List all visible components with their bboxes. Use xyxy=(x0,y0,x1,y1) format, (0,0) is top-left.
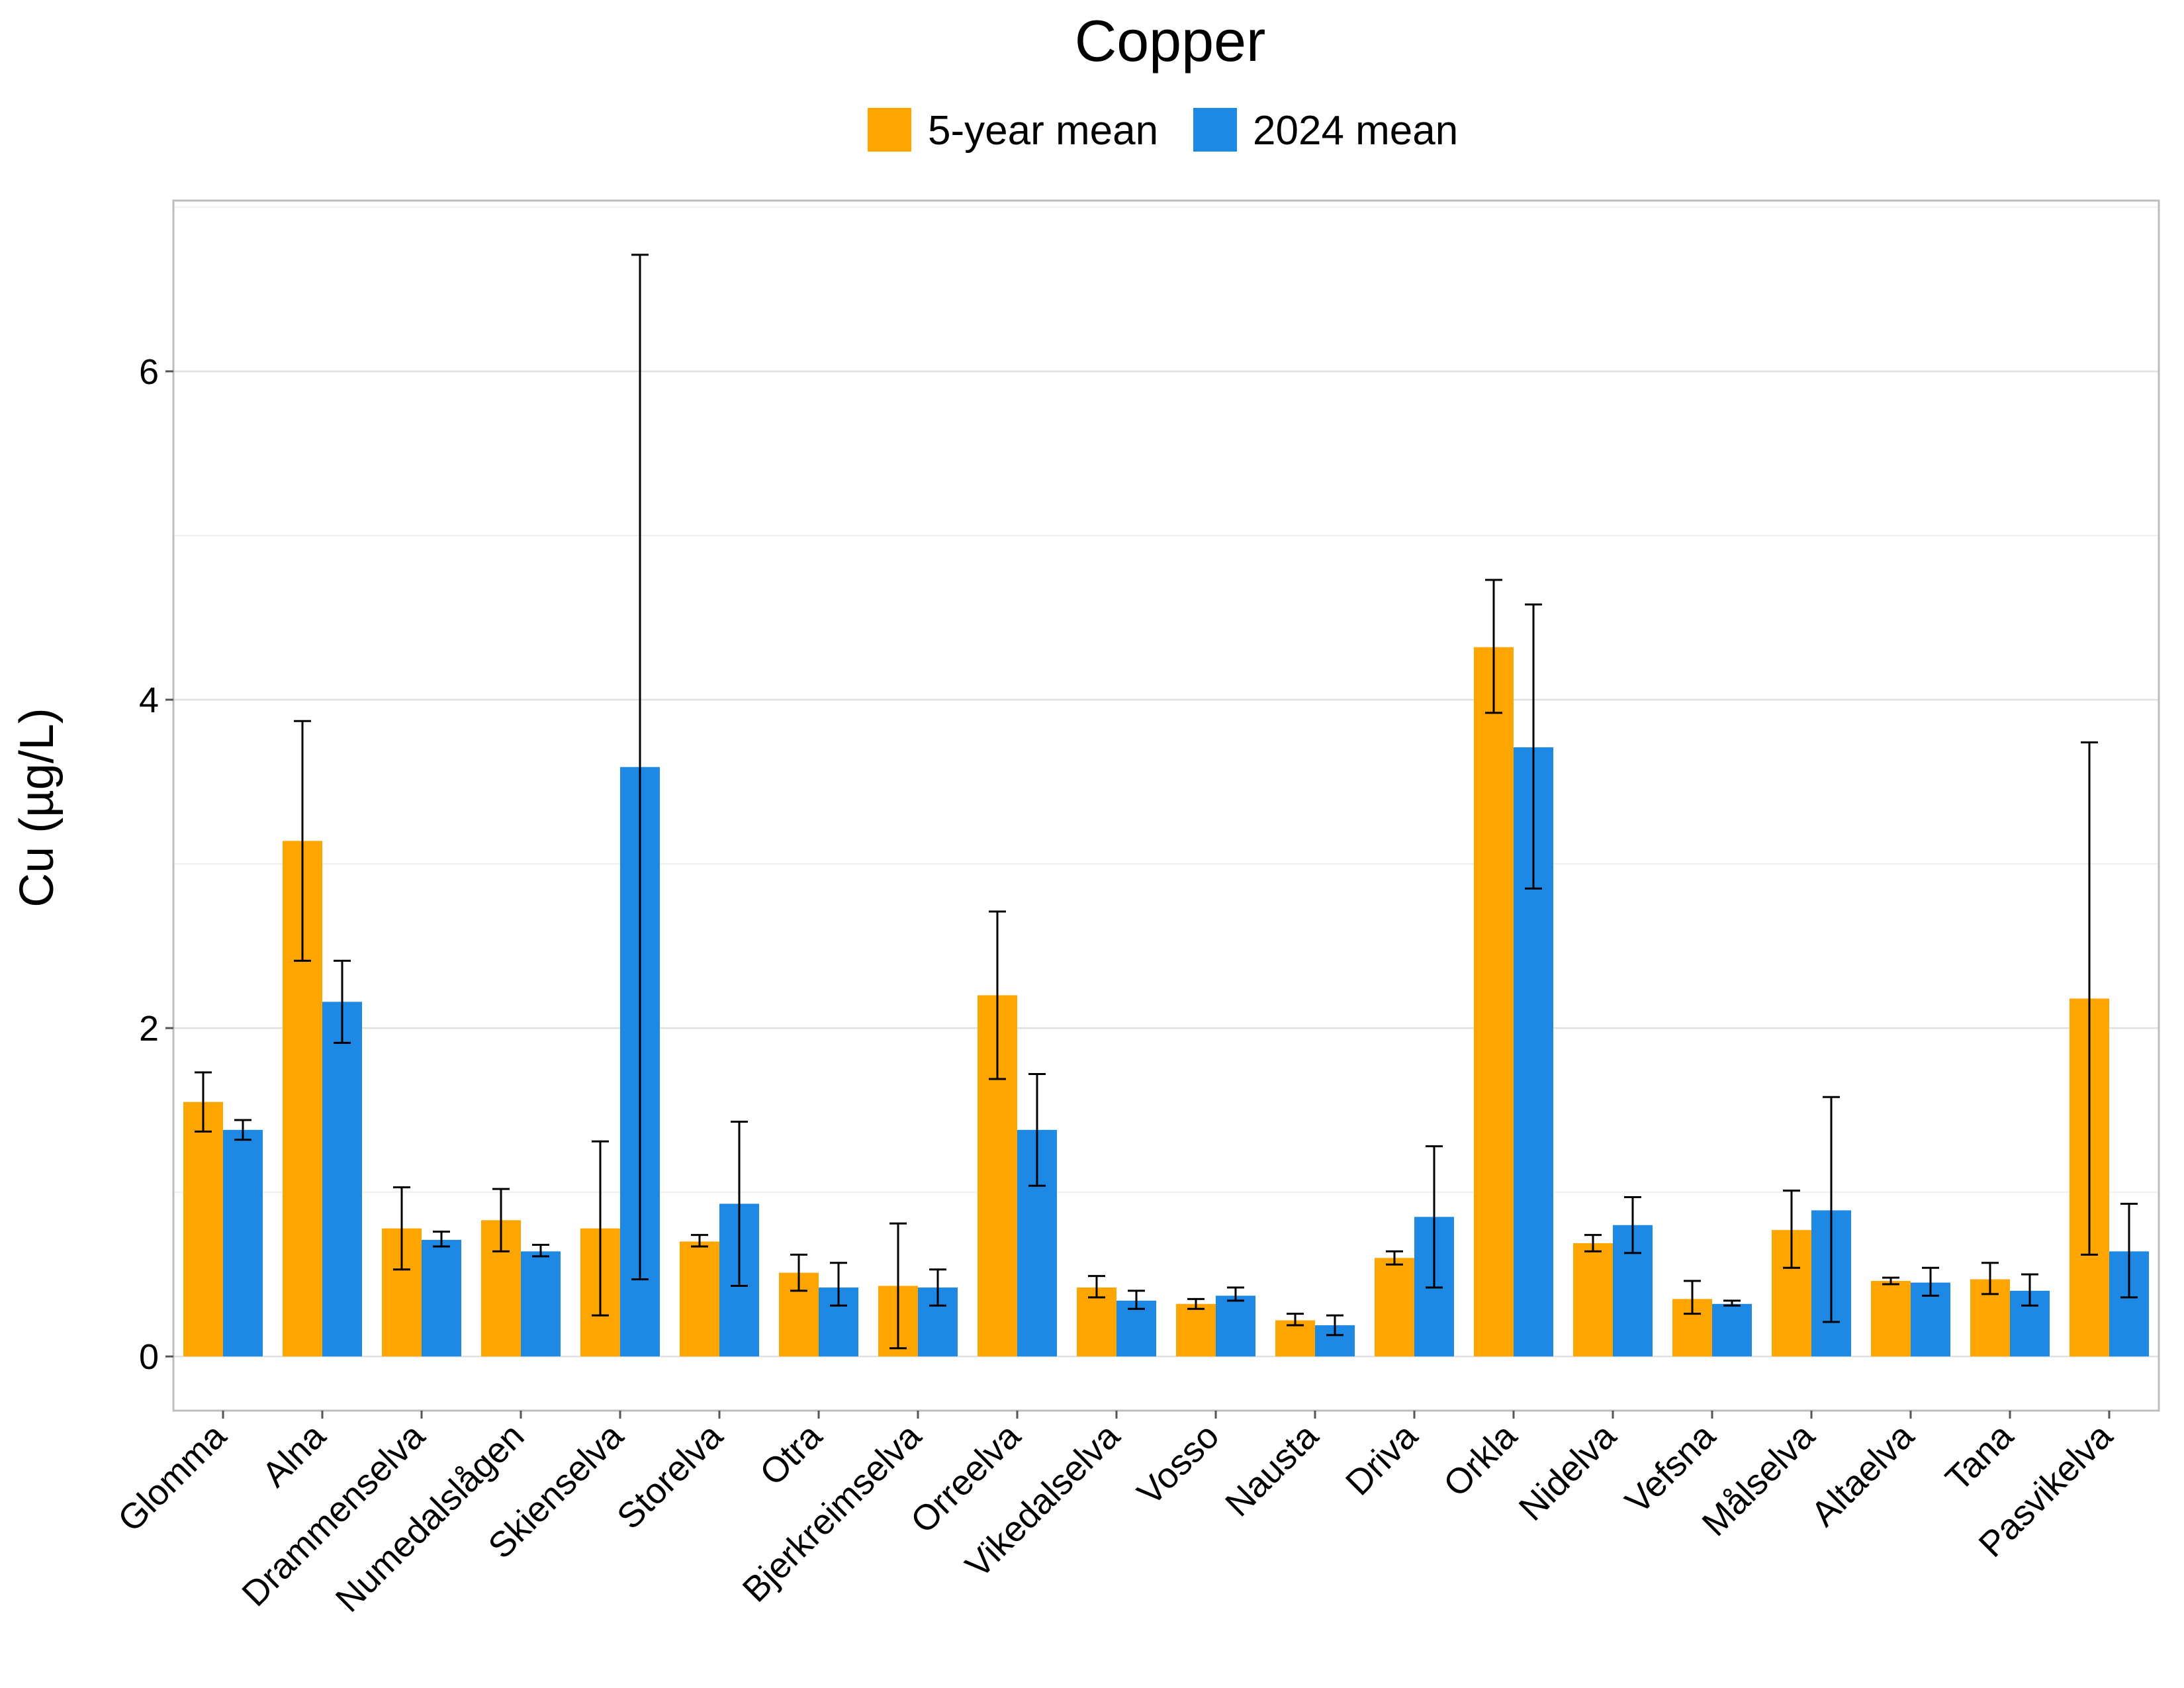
bar-2024 xyxy=(223,1129,263,1357)
grid-lines xyxy=(173,206,2159,1358)
bar-2024 xyxy=(322,1002,362,1357)
error-bars xyxy=(195,254,2138,1350)
bar-5yr xyxy=(1474,647,1514,1357)
bar-5yr xyxy=(1871,1281,1911,1357)
bar-2024 xyxy=(521,1251,561,1357)
y-axis-ticks: 0 2 4 6 xyxy=(139,352,173,1377)
bar-2024 xyxy=(1712,1303,1752,1357)
chart-title: Copper xyxy=(1075,8,1266,73)
bar-5yr xyxy=(680,1241,719,1357)
y-tick-label: 0 xyxy=(139,1337,159,1377)
bar-5yr xyxy=(1573,1243,1613,1357)
bar-5yr xyxy=(1375,1258,1414,1357)
bar-2024 xyxy=(1216,1295,1255,1357)
legend-label-2024: 2024 mean xyxy=(1253,108,1458,154)
bar-2024 xyxy=(422,1240,461,1357)
bar-5yr xyxy=(183,1102,223,1357)
bar-5yr xyxy=(1077,1287,1116,1357)
plot-panel-border xyxy=(172,199,2160,1412)
y-tick-label: 4 xyxy=(139,680,159,720)
y-axis-label: Cu (µg/L) xyxy=(11,708,64,908)
legend-swatch-2024 xyxy=(1193,108,1237,152)
bar-5yr xyxy=(1275,1320,1315,1357)
y-tick-label: 6 xyxy=(139,352,159,392)
y-tick-label: 2 xyxy=(139,1009,159,1049)
legend: 5-year mean 2024 mean xyxy=(868,108,1458,154)
bar-2024 xyxy=(1116,1300,1156,1357)
legend-swatch-5yr xyxy=(868,108,911,152)
bar-5yr xyxy=(1176,1303,1216,1357)
legend-label-5yr: 5-year mean xyxy=(928,108,1158,154)
